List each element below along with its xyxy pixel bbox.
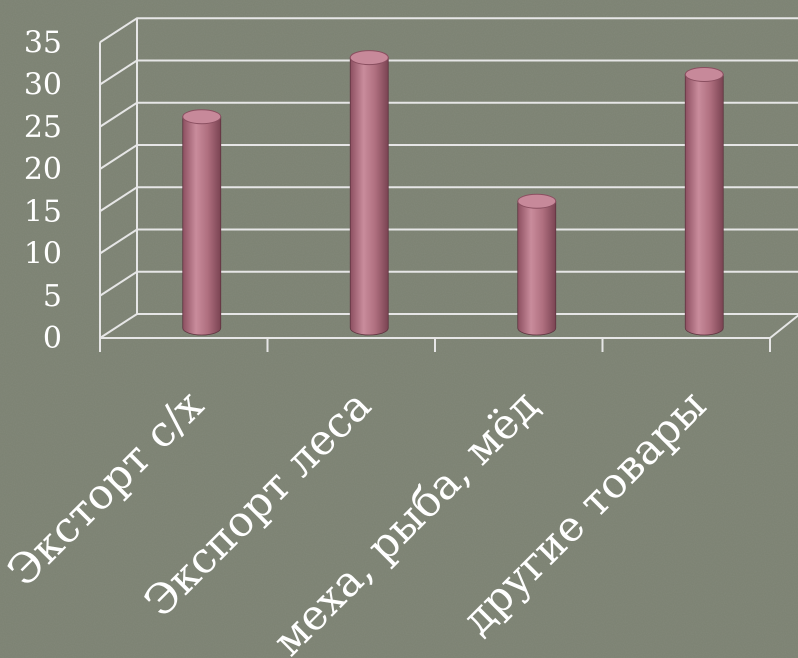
y-tick-label: 35 bbox=[24, 25, 62, 60]
bar bbox=[182, 109, 222, 336]
y-tick-label: 25 bbox=[24, 110, 62, 145]
y-tick-label: 5 bbox=[43, 279, 62, 314]
gridlines bbox=[99, 17, 798, 352]
y-tick-label: 15 bbox=[24, 194, 62, 229]
bar bbox=[517, 193, 557, 336]
y-tick-label: 30 bbox=[24, 68, 62, 103]
bar bbox=[349, 50, 389, 336]
bars bbox=[182, 50, 724, 336]
bar bbox=[684, 67, 724, 336]
y-tick-label: 10 bbox=[24, 237, 62, 272]
y-tick-label: 0 bbox=[43, 321, 62, 356]
y-tick-label: 20 bbox=[24, 152, 62, 187]
y-axis-ticks: 0 5 10 15 20 25 30 35 bbox=[24, 25, 62, 356]
